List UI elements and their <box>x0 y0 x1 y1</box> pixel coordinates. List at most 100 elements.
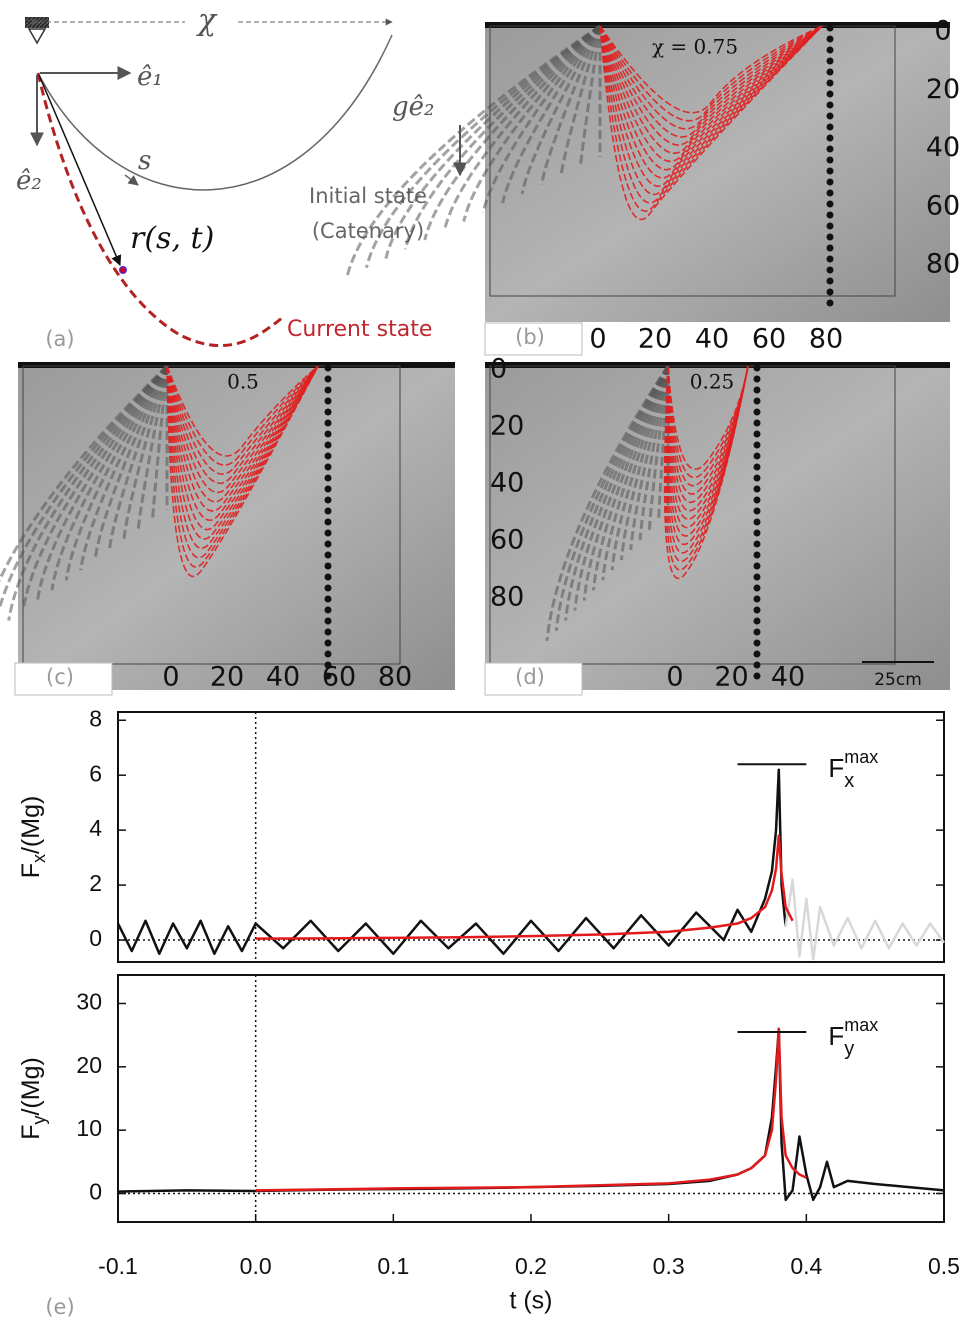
current-curve <box>36 72 283 347</box>
y-tick-label: 60 <box>926 190 960 221</box>
panel-annotation: 0.25 <box>690 370 735 394</box>
x-tick-label: 80 <box>378 662 412 693</box>
marker-dot <box>324 474 332 482</box>
simulation-curve <box>599 25 823 179</box>
y-tick-label: 80 <box>926 249 960 280</box>
y-label-main: F <box>17 1125 45 1140</box>
simulation-curve <box>599 25 823 187</box>
simulation-curve <box>599 25 823 204</box>
label-box <box>484 662 583 696</box>
marker-dot <box>826 178 834 186</box>
marker-dot <box>826 112 834 120</box>
x-tick-label: 20 <box>210 662 244 693</box>
y-tick-label: 0 <box>89 1179 102 1205</box>
x-tick-label: 20 <box>714 662 748 693</box>
marker-dot <box>324 419 332 427</box>
snapshot-curve <box>520 25 602 195</box>
y-tick-label: 60 <box>490 525 524 556</box>
e2-label: ê₂ <box>16 166 42 196</box>
snapshot-curve <box>657 365 670 520</box>
panel-label: (a) <box>45 327 74 351</box>
marker-dot <box>324 650 332 658</box>
marker-dot <box>826 288 834 296</box>
marker-dot <box>826 79 834 87</box>
marker-dot <box>826 145 834 153</box>
marker-dot <box>324 408 332 416</box>
marker-dot <box>826 24 834 32</box>
x-tick-label: 0.0 <box>240 1253 272 1279</box>
snapshot-curve <box>7 365 169 621</box>
y-tick-label: 40 <box>490 468 524 499</box>
marker-dot <box>826 299 834 307</box>
marker-dot <box>753 672 761 680</box>
snapshot-curve <box>136 365 169 530</box>
x-tick-label: 20 <box>638 324 672 355</box>
marker-dot <box>753 518 761 526</box>
max-symbol: F <box>828 753 844 783</box>
snapshot-curve <box>481 25 602 213</box>
snapshot-curve <box>540 25 602 185</box>
y-tick-label: 40 <box>926 132 960 163</box>
x-tick-label: 0.4 <box>790 1253 822 1279</box>
snapshot-curve <box>545 365 670 641</box>
data-line <box>116 768 787 956</box>
marker-dot <box>826 255 834 263</box>
simulation-curve <box>166 365 319 549</box>
panel-label: (e) <box>45 1295 74 1319</box>
marker-dot <box>753 430 761 438</box>
simulation-curve <box>599 25 823 146</box>
marker-dot <box>324 562 332 570</box>
marker-dot <box>826 244 834 252</box>
marker-dot <box>753 463 761 471</box>
marker-dot <box>753 452 761 460</box>
plot-frame <box>22 365 401 665</box>
marker-dot <box>324 639 332 647</box>
marker-dot <box>753 617 761 625</box>
marker-dot <box>826 222 834 230</box>
marker-dot <box>324 606 332 614</box>
gravity-label: gê₂ <box>392 92 434 122</box>
marker-dot <box>753 507 761 515</box>
photo-panel: χ = 0.75 (b) <box>345 22 950 356</box>
marker-dot <box>324 485 332 493</box>
marker-dot <box>753 485 761 493</box>
marker-dot <box>324 496 332 504</box>
y-tick-label: 2 <box>89 870 102 896</box>
marker-dot <box>753 573 761 581</box>
chi-label: χ <box>196 3 218 38</box>
marker-dot <box>753 661 761 669</box>
y-tick-label: 20 <box>926 74 960 105</box>
marker-dot <box>753 474 761 482</box>
snapshot-curve <box>0 364 169 612</box>
marker-dot <box>826 200 834 208</box>
e1-label: ê₁ <box>137 62 163 92</box>
snapshot-curve <box>638 365 670 540</box>
marker-dot <box>324 375 332 383</box>
marker-dot <box>324 507 332 515</box>
s-label: s <box>138 146 151 176</box>
simulation-curve <box>166 365 319 457</box>
simulation-curve <box>599 25 823 122</box>
marker-dot <box>324 430 332 438</box>
marker-dot <box>826 277 834 285</box>
marker-dot <box>753 364 761 372</box>
max-superscript: max <box>844 1015 878 1035</box>
marker-dot <box>324 518 332 526</box>
snapshot-curve <box>442 24 602 232</box>
y-tick-label: 10 <box>76 1115 102 1141</box>
marker-dot <box>324 584 332 592</box>
x-tick-label: 0.3 <box>653 1253 685 1279</box>
max-superscript: max <box>844 747 878 767</box>
snapshot-curve <box>462 24 602 222</box>
y-tick-label: 0 <box>934 16 951 47</box>
snapshot-curve <box>107 365 169 551</box>
top-bar <box>485 362 950 368</box>
photo-panel: 0.25 (d) <box>484 362 950 696</box>
marker-dot <box>826 123 834 131</box>
marker-dot <box>324 452 332 460</box>
simulation-curve <box>166 365 319 475</box>
simulation-curve <box>663 365 749 580</box>
simulation-curve <box>599 25 823 138</box>
marker-dot <box>826 189 834 197</box>
